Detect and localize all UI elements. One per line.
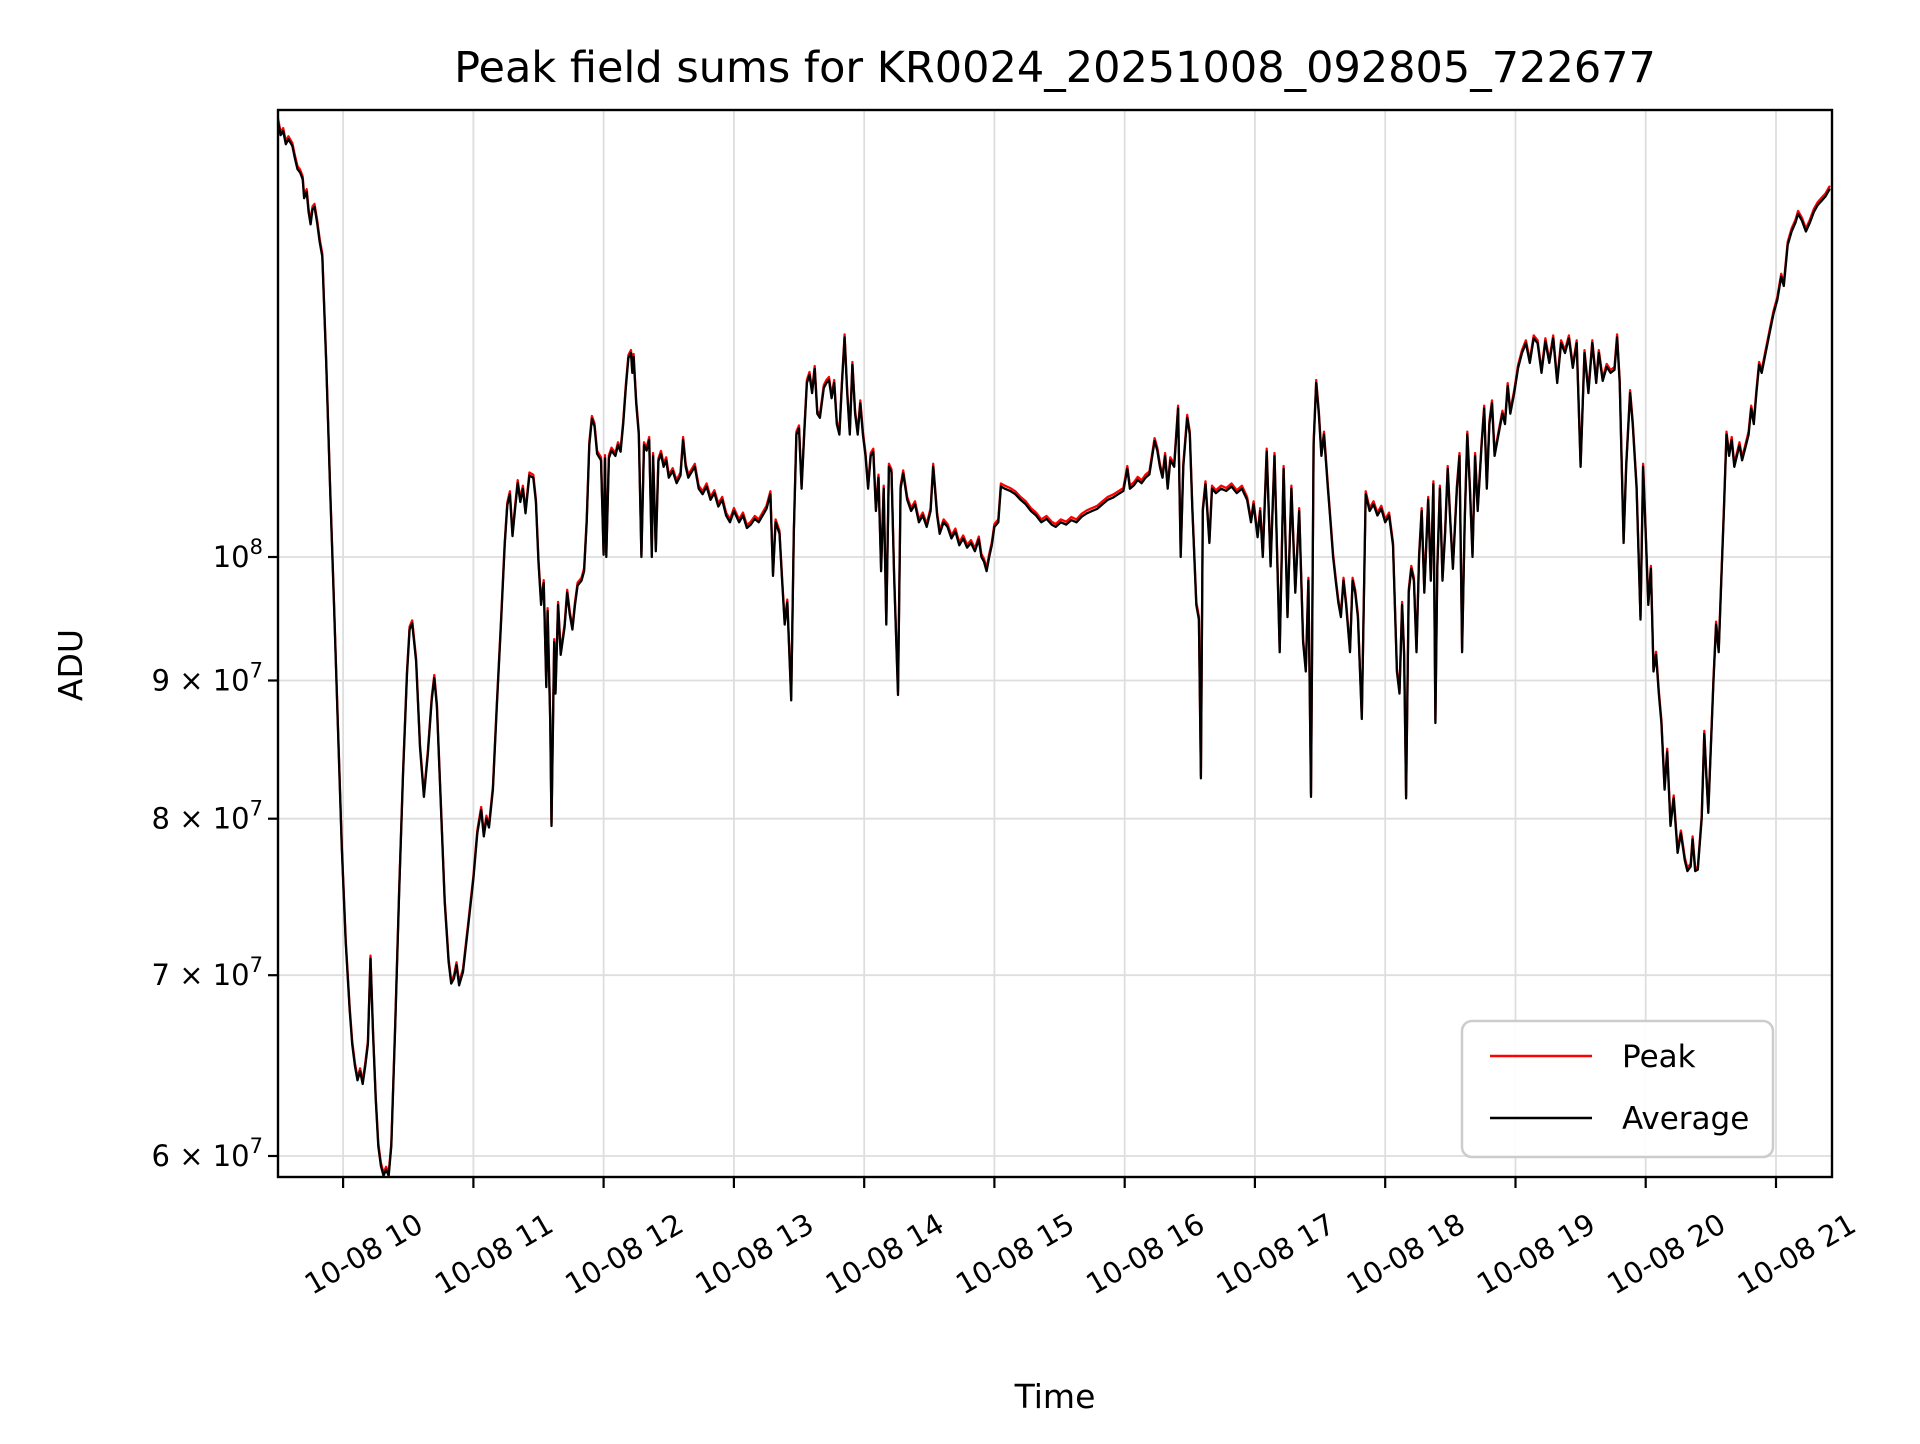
series-layer [278, 117, 1831, 1177]
chart-title: Peak field sums for KR0024_20251008_0928… [454, 43, 1656, 93]
grid-x [342, 110, 1777, 1177]
y-tick-label: 6 × 107 [152, 1134, 263, 1173]
x-axis-label: Time [1014, 1377, 1096, 1416]
plot-border [276, 108, 1834, 1179]
x-ticks [342, 1177, 1778, 1188]
y-ticks [268, 555, 278, 1158]
y-tick-label: 7 × 107 [152, 953, 263, 992]
y-axis-label: ADU [51, 629, 90, 701]
plot-area [278, 110, 1832, 1177]
y-tick-label: 8 × 107 [152, 797, 263, 836]
average-series-line [278, 120, 1831, 1177]
y-tick-labels: 108 9 × 107 8 × 107 7 × 107 6 × 107 [152, 535, 263, 1173]
grid-y [278, 556, 1832, 1157]
y-tick-label: 9 × 107 [152, 659, 263, 698]
legend: Peak Average [1460, 1019, 1775, 1159]
legend-peak-label: Peak [1622, 1039, 1696, 1075]
legend-average-label: Average [1622, 1101, 1749, 1137]
y-tick-label: 108 [213, 535, 263, 574]
